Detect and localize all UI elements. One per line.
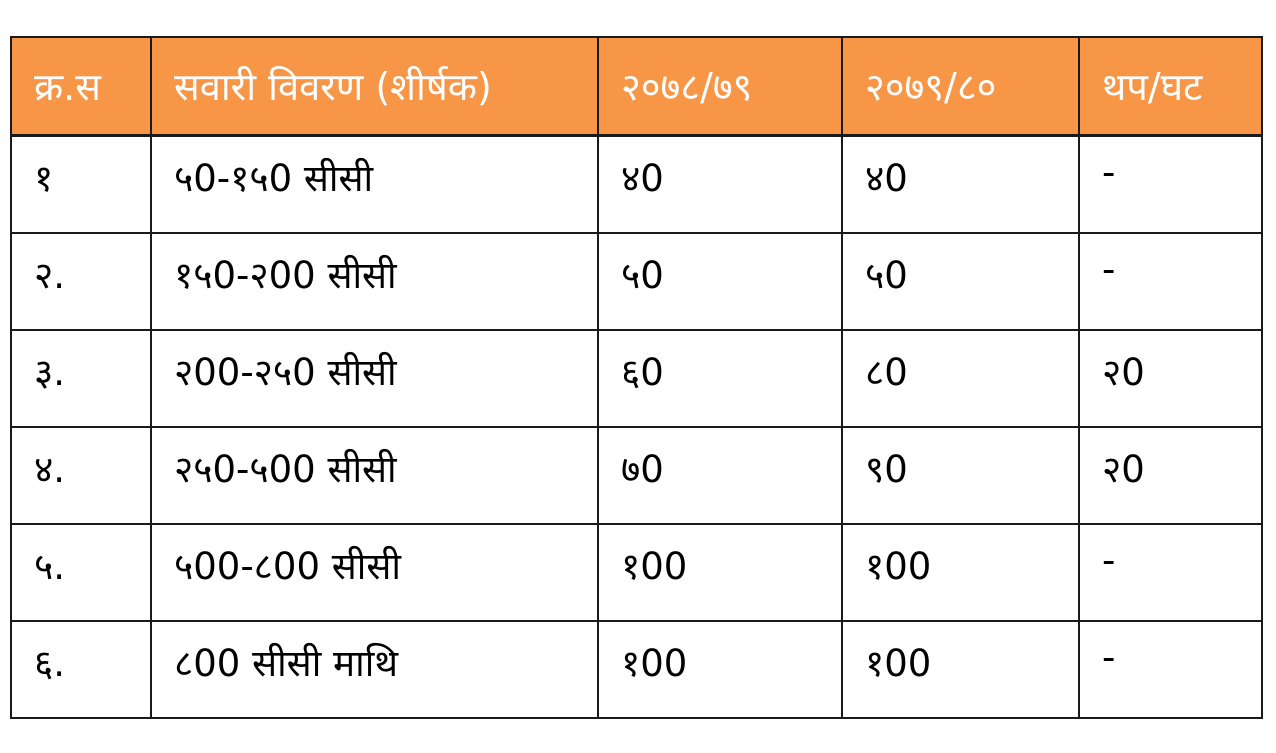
cell-year-2078-79: ५0 [597, 231, 843, 331]
cell-year-2079-80: ९0 [841, 425, 1080, 525]
cell-description: ८00 सीसी माथि [150, 619, 599, 719]
cell-description: १५0-२00 सीसी [150, 231, 599, 331]
cell-year-2078-79: १00 [597, 619, 843, 719]
cell-change: - [1078, 619, 1263, 719]
cell-year-2079-80: ५0 [841, 231, 1080, 331]
cell-description: ५0-१५0 सीसी [150, 134, 599, 234]
cell-serial: ३. [10, 328, 152, 428]
cell-serial: ६. [10, 619, 152, 719]
header-year-2078-79: २०७८/७९ [597, 36, 843, 137]
vehicle-tax-table: क्र.स सवारी विवरण (शीर्षक) २०७८/७९ २०७९/… [10, 36, 1263, 719]
table-header: क्र.स सवारी विवरण (शीर्षक) २०७८/७९ २०७९/… [10, 36, 1263, 137]
cell-serial: १ [10, 134, 152, 234]
header-increase-decrease: थप/घट [1078, 36, 1263, 137]
cell-serial: ४. [10, 425, 152, 525]
table-body: १ ५0-१५0 सीसी ४0 ४0 - २. १५0-२00 सीसी ५0… [10, 134, 1263, 719]
cell-year-2078-79: ४0 [597, 134, 843, 234]
table-row: ३. २00-२५0 सीसी ६0 ८0 २0 [10, 328, 1263, 428]
cell-change: २0 [1078, 328, 1263, 428]
table-row: ४. २५0-५00 सीसी ७0 ९0 २0 [10, 425, 1263, 525]
table-row: २. १५0-२00 सीसी ५0 ५0 - [10, 231, 1263, 331]
cell-description: २00-२५0 सीसी [150, 328, 599, 428]
cell-year-2078-79: ७0 [597, 425, 843, 525]
cell-change: २0 [1078, 425, 1263, 525]
header-vehicle-description: सवारी विवरण (शीर्षक) [150, 36, 599, 137]
table-row: ५. ५00-८00 सीसी १00 १00 - [10, 522, 1263, 622]
cell-year-2078-79: १00 [597, 522, 843, 622]
cell-year-2079-80: ४0 [841, 134, 1080, 234]
cell-serial: २. [10, 231, 152, 331]
header-year-2079-80: २०७९/८० [841, 36, 1080, 137]
cell-year-2079-80: १00 [841, 619, 1080, 719]
cell-year-2078-79: ६0 [597, 328, 843, 428]
vehicle-table-container: क्र.स सवारी विवरण (शीर्षक) २०७८/७९ २०७९/… [10, 36, 1263, 719]
cell-description: ५00-८00 सीसी [150, 522, 599, 622]
cell-change: - [1078, 134, 1263, 234]
table-row: १ ५0-१५0 सीसी ४0 ४0 - [10, 134, 1263, 234]
cell-change: - [1078, 522, 1263, 622]
cell-year-2079-80: ८0 [841, 328, 1080, 428]
cell-change: - [1078, 231, 1263, 331]
header-row: क्र.स सवारी विवरण (शीर्षक) २०७८/७९ २०७९/… [10, 36, 1263, 137]
cell-description: २५0-५00 सीसी [150, 425, 599, 525]
cell-year-2079-80: १00 [841, 522, 1080, 622]
cell-serial: ५. [10, 522, 152, 622]
header-serial-number: क्र.स [10, 36, 152, 137]
table-row: ६. ८00 सीसी माथि १00 १00 - [10, 619, 1263, 719]
